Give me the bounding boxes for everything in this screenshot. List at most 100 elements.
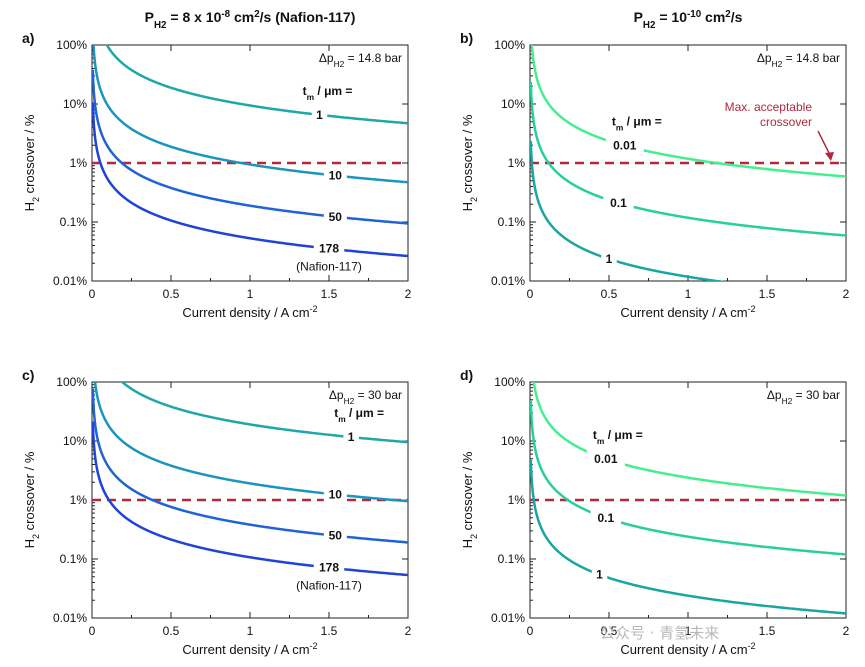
series-label: 10 [329,169,343,183]
series-label: 1 [348,430,355,444]
series-label-bg [323,166,347,183]
x-tick-label: 0 [527,287,534,301]
y-tick-label: 10% [501,97,525,111]
series-group [530,382,846,615]
x-tick-label: 2 [405,624,412,638]
series-label: 50 [329,529,343,543]
y-tick-label: 100% [494,375,525,389]
series-label: 178 [319,242,339,256]
pressure-note: ΔpH2 = 30 bar [329,388,402,406]
figure-title-left: PH2 = 8 x 10-8 cm2/s (Nafion-117) [145,9,356,31]
x-tick-label: 1 [685,624,692,638]
series-label-bg [323,485,347,502]
series-label-bg [313,558,345,575]
y-axis-label: H2 crossover / % [22,114,41,211]
pressure-note: ΔpH2 = 30 bar [767,388,840,406]
series-label: 0.01 [594,452,618,466]
x-tick-label: 0 [89,287,96,301]
x-tick-label: 1.5 [759,287,776,301]
x-tick-label: 2 [843,287,850,301]
chart-panel-a: 0 0.5 1 1.5 2 0.01% 0.1% 1% 10% 100% Current densi… [22,30,412,320]
legend-title: tm / μm = [303,84,353,102]
chart-panel-c: 0 0.5 1 1.5 2 0.01% 0.1% 1% 10% 100% Current densi… [22,367,412,657]
x-tick-label: 0.5 [163,624,180,638]
series-label: 1 [596,568,603,582]
y-tick-label: 0.01% [491,611,525,625]
x-tick-label: 2 [843,624,850,638]
watermark-text: 公众号 · 青氢未来 [600,624,720,642]
series-line-0_1 [530,400,846,556]
series-label-bg [603,193,634,210]
series-label: 0.01 [613,139,637,153]
y-tick-label: 0.1% [60,215,88,229]
figure-title-right: PH2 = 10-10 cm2/s [634,9,743,31]
x-tick-label: 1.5 [321,624,338,638]
x-tick-label: 1 [685,287,692,301]
x-axis-label: Current density / A cm-2 [620,641,755,657]
series-line-1 [530,459,846,615]
x-tick-label: 0.5 [601,624,618,638]
y-tick-label: 0.1% [498,552,526,566]
y-tick-label: 10% [501,434,525,448]
x-tick-label: 1 [247,287,254,301]
panel-label: a) [22,30,34,46]
series-label: 1 [606,252,613,266]
y-tick-label: 0.01% [53,274,87,288]
x-tick-label: 2 [405,287,412,301]
series-sublabel: (Nafion-117) [296,260,362,274]
pressure-note: ΔpH2 = 14.8 bar [757,51,840,69]
reference-note-arrowhead [825,152,834,161]
y-axis-label: H2 crossover / % [460,114,479,211]
y-tick-label: 100% [494,38,525,52]
y-axis-label: H2 crossover / % [22,451,41,548]
series-sublabel: (Nafion-117) [296,579,362,593]
x-tick-label: 0.5 [163,287,180,301]
series-line-1 [530,140,726,281]
x-tick-label: 0 [89,624,96,638]
chart-panel-d: 0 0.5 1 1.5 2 0.01% 0.1% 1% 10% 100% Current densi… [460,367,850,657]
legend-title: tm / μm = [593,428,643,446]
x-tick-label: 1.5 [321,287,338,301]
series-line-50 [92,69,408,225]
series-line-0_1 [530,81,846,237]
x-tick-label: 1.5 [759,624,776,638]
y-tick-label: 10% [63,434,87,448]
y-axis-label: H2 crossover / % [460,451,479,548]
y-tick-label: 100% [56,38,87,52]
series-label-bg [591,565,608,582]
reference-line-note: Max. acceptable [725,100,813,114]
series-group [530,45,846,281]
y-tick-label: 0.1% [60,552,88,566]
x-axis-label: Current density / A cm-2 [620,304,755,320]
series-line-0_01 [532,382,846,497]
series-label: 50 [329,210,343,224]
panel-label: d) [460,367,473,383]
series-label-bg [323,207,347,224]
series-label-bg [601,249,617,266]
chart-panel-b: 0 0.5 1 1.5 2 0.01% 0.1% 1% 10% 100% Current densi… [460,30,850,320]
y-tick-label: 0.1% [498,215,526,229]
y-tick-label: 10% [63,97,87,111]
series-label: 1 [316,108,323,122]
series-label: 0.1 [610,196,627,210]
panel-label: b) [460,30,473,46]
y-tick-label: 0.01% [491,274,525,288]
y-tick-label: 1% [508,156,526,170]
x-axis-label: Current density / A cm-2 [182,641,317,657]
series-label-bg [590,508,622,525]
series-label-bg [586,449,625,466]
pressure-note: ΔpH2 = 14.8 bar [319,51,402,69]
series-label-bg [343,428,359,445]
panel-label: c) [22,367,34,383]
series-label: 178 [319,561,339,575]
series-line-1 [120,382,408,444]
y-tick-label: 0.01% [53,611,87,625]
x-tick-label: 1 [247,624,254,638]
series-label-bg [311,105,328,122]
y-tick-label: 100% [56,375,87,389]
legend-title: tm / μm = [612,115,662,133]
series-label-bg [323,526,347,543]
series-label-bg [605,136,644,153]
series-label: 10 [329,487,343,501]
